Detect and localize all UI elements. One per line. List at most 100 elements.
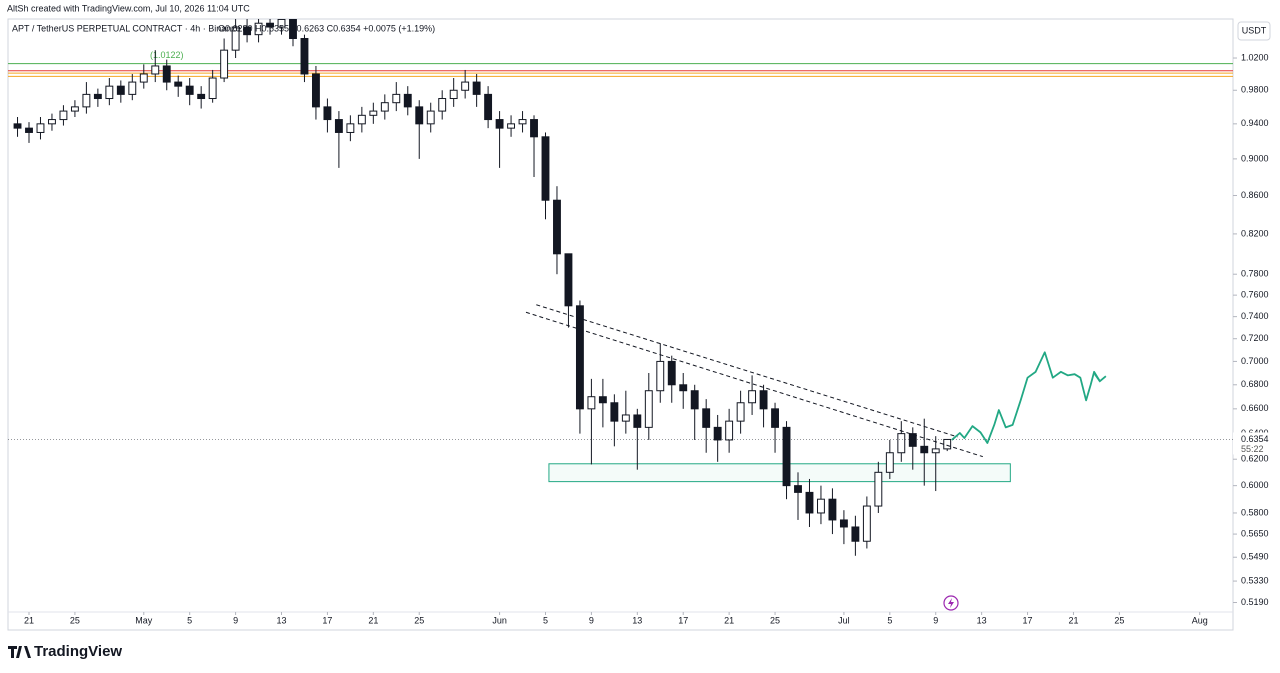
- brand-name: TradingView: [34, 643, 122, 660]
- plot-area: (1.0122): [8, 19, 1233, 556]
- currency-button[interactable]: [1237, 21, 1271, 41]
- candle-body: [759, 390, 768, 410]
- x-tick-label: 25: [1114, 615, 1124, 625]
- x-tick-label: 21: [368, 615, 378, 625]
- x-tick-label: 17: [1023, 615, 1033, 625]
- candle-body: [748, 390, 757, 404]
- overlay: 1.0200 0.9800 0.9400 0.9000 0.8600 0.8200 0.78…: [24, 52, 1280, 625]
- y-tick-label: 0.6800: [1241, 379, 1269, 389]
- trendline: [525, 311, 983, 458]
- y-tick-label: 0.6000: [1241, 480, 1269, 490]
- last-price-box: [1233, 432, 1280, 455]
- candle-body: [334, 119, 343, 133]
- x-tick-label: Jun: [492, 615, 507, 625]
- y-tick-label: 0.7200: [1241, 333, 1269, 343]
- x-tick-label: 9: [933, 615, 938, 625]
- candle-body: [105, 85, 114, 100]
- candle-body: [495, 119, 504, 129]
- x-tick-label: 21: [724, 615, 734, 625]
- candle-body: [897, 433, 906, 454]
- x-tick-label: 13: [977, 615, 987, 625]
- candle-body: [139, 73, 148, 83]
- level-label: (1.0122): [150, 50, 184, 60]
- x-tick-label: Aug: [1192, 615, 1208, 625]
- candle-body: [461, 81, 470, 91]
- currency-label[interactable]: USDT: [1242, 25, 1267, 35]
- x-tick-label: 5: [887, 615, 892, 625]
- candle-body: [874, 471, 883, 507]
- x-tick-label: May: [135, 615, 153, 625]
- candle-body: [805, 491, 814, 514]
- candle-body: [598, 396, 607, 404]
- candle-body: [231, 26, 240, 51]
- x-tick-label: 13: [277, 615, 287, 625]
- candle-body: [610, 402, 619, 422]
- candle-body: [357, 114, 366, 125]
- x-tick-label: 9: [589, 615, 594, 625]
- candle-body: [266, 22, 274, 28]
- candle-body: [679, 384, 688, 392]
- x-tick-label: 21: [1068, 615, 1078, 625]
- plot-frame: [7, 18, 1234, 631]
- candle-body: [862, 505, 871, 542]
- y-tick-label: 0.8200: [1241, 228, 1269, 238]
- candle-body: [369, 110, 378, 116]
- candle-body: [36, 123, 45, 133]
- attribution: AltSh created with TradingView.com, Jul …: [7, 3, 250, 13]
- y-tick-label: 0.5330: [1241, 575, 1269, 585]
- x-tick-label: 9: [233, 615, 238, 625]
- countdown: 55:22: [1241, 444, 1264, 454]
- trendline: [536, 304, 958, 438]
- candle-body: [885, 452, 894, 473]
- candle-body: [220, 49, 229, 79]
- candle-body: [553, 199, 561, 255]
- ohlc: O0.6280 H0.6355 L0.6263 C0.6354 +0.0075 …: [218, 23, 435, 33]
- y-tick-label: 0.7600: [1241, 290, 1269, 300]
- candle-body: [48, 119, 56, 125]
- y-tick-label: 0.5190: [1241, 597, 1269, 607]
- candle-body: [828, 498, 837, 521]
- last-price-label: 0.6354: [1241, 434, 1269, 444]
- candle-body: [403, 93, 412, 108]
- support-zone: [548, 463, 1011, 483]
- candle-body: [564, 253, 573, 307]
- candle-body: [851, 526, 860, 542]
- x-tick-label: 5: [543, 615, 548, 625]
- symbol: APT / TetherUS PERPETUAL CONTRACT · 4h ·…: [12, 23, 241, 33]
- x-tick-label: 17: [678, 615, 688, 625]
- y-tick-label: 0.6200: [1241, 454, 1269, 464]
- y-tick-label: 1.0200: [1241, 52, 1269, 62]
- y-tick-label: 0.9000: [1241, 153, 1269, 163]
- y-tick-label: 0.9800: [1241, 85, 1269, 95]
- candle-body: [59, 110, 68, 121]
- candle-body: [621, 414, 630, 422]
- candle-body: [289, 19, 297, 40]
- candle-body: [644, 390, 653, 428]
- candle-body: [507, 123, 516, 129]
- projection-path: [951, 351, 1101, 444]
- candle-body: [920, 445, 929, 454]
- candle-body: [25, 127, 33, 133]
- y-tick-label: 0.7400: [1241, 311, 1269, 321]
- candle-body: [415, 106, 424, 125]
- candle-body: [472, 81, 481, 95]
- candle-body: [380, 102, 389, 112]
- candle-body: [197, 93, 206, 100]
- candle-body: [449, 89, 458, 100]
- candle-body: [541, 136, 550, 201]
- candle-body: [300, 38, 309, 75]
- candle-body: [575, 305, 584, 410]
- lightning-glyph: [948, 598, 954, 608]
- y-tick-label: 0.5800: [1241, 507, 1269, 517]
- candle-body: [794, 485, 802, 493]
- x-tick-label: 21: [24, 615, 34, 625]
- y-tick-label: 0.7000: [1241, 356, 1269, 366]
- projection-arrowhead: [1094, 373, 1107, 383]
- candle-body: [530, 119, 538, 138]
- candle-body: [323, 106, 332, 121]
- candle-body: [392, 93, 401, 104]
- candle-body: [771, 408, 779, 428]
- candle-body: [426, 110, 435, 125]
